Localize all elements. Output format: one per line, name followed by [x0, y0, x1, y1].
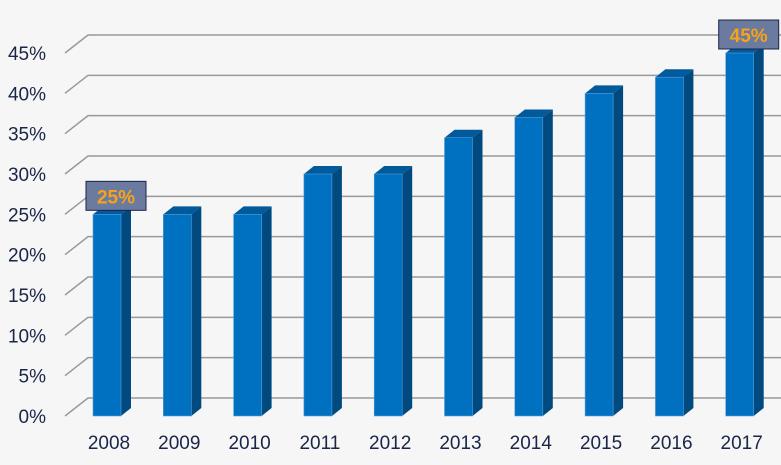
x-tick-label: 2014: [510, 433, 553, 454]
x-tick-label: 2011: [299, 433, 340, 454]
y-tick-label: 20%: [8, 246, 46, 267]
bar-side: [542, 109, 553, 417]
bar-side: [753, 45, 764, 416]
bar-side: [261, 206, 272, 416]
bar-side: [472, 129, 483, 416]
bar-front: [92, 214, 122, 417]
bar-front: [725, 52, 755, 417]
bar-top: [585, 85, 624, 94]
bar-front: [303, 173, 333, 417]
bar-2015: [584, 85, 624, 417]
gridline: [64, 34, 781, 54]
bar-side: [121, 206, 131, 416]
bar-side: [402, 166, 413, 416]
y-tick-label: 30%: [8, 165, 46, 186]
bar-front: [233, 214, 262, 417]
y-tick-label: 10%: [8, 326, 46, 347]
bar-2013: [444, 129, 483, 417]
x-tick-label: 2010: [228, 433, 270, 454]
bar-top: [233, 206, 272, 215]
bar-top: [514, 109, 553, 118]
bar-top: [163, 206, 202, 215]
data-label-box: [718, 19, 780, 50]
y-tick-label: 0%: [19, 407, 47, 428]
bar-2012: [373, 166, 413, 417]
y-tick-label: 5%: [19, 367, 47, 388]
y-tick-label: 25%: [8, 205, 46, 226]
y-tick-label: 15%: [8, 286, 46, 307]
bar-top: [655, 69, 694, 78]
x-tick-label: 2012: [369, 433, 411, 454]
y-tick-label: 45%: [8, 44, 46, 65]
bar-side: [331, 166, 342, 416]
bar-front: [373, 173, 403, 417]
bar-2011: [303, 166, 342, 417]
y-tick-label: 35%: [8, 125, 46, 146]
bar-top: [374, 166, 413, 174]
x-tick-label: 2008: [88, 433, 130, 454]
bar-2017: [725, 45, 764, 417]
x-tick-label: 2016: [650, 433, 692, 454]
data-label-box: [85, 180, 147, 211]
bar-side: [613, 85, 624, 416]
bar-side: [191, 206, 202, 416]
bar-2014: [514, 109, 553, 417]
bar-front: [584, 93, 614, 417]
bar-top: [303, 166, 342, 174]
x-tick-label: 2013: [439, 433, 481, 454]
x-tick-label: 2015: [580, 433, 622, 454]
data-label: 25%: [97, 187, 135, 208]
bar-top: [444, 129, 483, 138]
y-tick-label: 40%: [8, 84, 46, 105]
bar-side: [683, 69, 694, 416]
data-label: 45%: [730, 26, 768, 47]
bar-front: [444, 137, 473, 417]
bar-2010: [233, 206, 272, 417]
bar-2009: [163, 206, 202, 417]
bar-front: [163, 214, 192, 417]
bar-2008: [92, 206, 131, 417]
bar-front: [514, 117, 544, 417]
bar-2016: [655, 69, 694, 417]
x-tick-label: 2017: [721, 433, 763, 454]
gridline: [64, 74, 781, 94]
bar-front: [655, 76, 684, 417]
x-tick-label: 2009: [158, 433, 200, 454]
